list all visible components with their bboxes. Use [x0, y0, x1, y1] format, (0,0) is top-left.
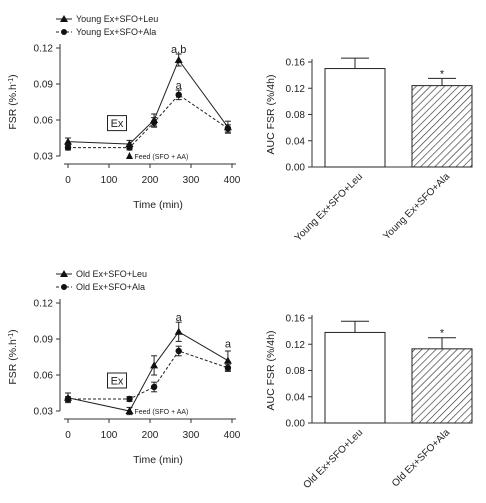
p0-x-tick-label-0: 0	[65, 175, 71, 186]
p2-series-1-point-1	[126, 395, 133, 403]
p0-series-1-line	[68, 94, 229, 149]
p2-legend-label-0: Old Ex+SFO+Leu	[76, 269, 147, 279]
p0-y-tick-label-2: 0.09	[34, 80, 54, 91]
p3-category-label-0: Old Ex+SFO+Leu	[302, 427, 366, 491]
p3-y-tick-label-0: 0.00	[286, 419, 306, 430]
p1-y-tick-label-2: 0.08	[286, 110, 306, 121]
p2-x-tick-label-4: 400	[224, 430, 241, 441]
p0-y-tick-label-0: 0.03	[34, 152, 54, 163]
p2-x-tick-label-1: 100	[101, 430, 118, 441]
p3-bar-label-1: *	[440, 328, 445, 340]
p3-y-tick-label-4: 0.16	[286, 314, 306, 325]
young-fsr-line-chart: 0.03 0.06 0.09 0.12 0 100 200 300 400 Time (min) F…	[7, 14, 241, 211]
p1-y-axis-label: AUC FSR (%/4h)	[265, 75, 277, 155]
p2-feed-arrow	[126, 407, 133, 414]
p1-bar-0	[324, 68, 386, 168]
p0-series-1-point-2	[150, 119, 158, 126]
p0-y-tick-label-1: 0.06	[34, 116, 54, 127]
p2-y-tick-label-3: 0.12	[34, 299, 54, 310]
p2-y-axis-label: FSR (%.h-1)	[7, 329, 19, 384]
p2-ex-box	[107, 372, 127, 389]
p0-x-tick-label-1: 100	[101, 175, 118, 186]
p1-category-label-1: Young Ex+SFO+Ala	[381, 171, 452, 242]
p2-point-label-0: a	[176, 312, 183, 324]
p2-x-tick-label-0: 0	[65, 430, 71, 441]
p1-bar-1	[411, 85, 473, 168]
p0-y-axis-label: FSR (%.h-1)	[7, 74, 19, 129]
p2-series-0-point-2	[150, 361, 159, 369]
p1-y-tick-label-1: 0.04	[286, 136, 306, 147]
p2-x-tick-label-2: 200	[142, 430, 159, 441]
p3-y-tick-label-2: 0.08	[286, 366, 306, 377]
p3-y-tick-label-1: 0.04	[286, 392, 306, 403]
p3-y-tick-label-3: 0.12	[286, 340, 306, 351]
p2-ex-label: Ex	[111, 376, 124, 388]
p2-series-1-point-2	[150, 383, 158, 391]
p1-y-tick-label-3: 0.12	[286, 84, 306, 95]
p2-series-1-point-4	[224, 364, 232, 371]
p2-y-tick-label-0: 0.03	[34, 407, 54, 418]
p1-category-label-0: Young Ex+SFO+Leu	[293, 171, 365, 243]
p0-y-tick-label-3: 0.12	[34, 44, 54, 55]
p0-series-1-point-3	[175, 91, 182, 99]
p3-category-label-1: Old Ex+SFO+Ala	[390, 427, 452, 489]
p0-legend-label-1: Young Ex+SFO+Ala	[76, 27, 156, 37]
p2-series-1-point-0	[64, 395, 72, 403]
p0-legend-marker-0	[60, 15, 68, 22]
p0-series-0-point-0	[64, 137, 72, 145]
p1-y-tick-label-4: 0.16	[286, 58, 306, 69]
p3-y-axis-label: AUC FSR (%/4h)	[265, 331, 277, 411]
p3-bar-0	[324, 331, 386, 424]
p1-bar-label-1: *	[440, 68, 445, 80]
p2-y-tick-label-2: 0.09	[34, 335, 54, 346]
p0-point-label-1: a	[176, 80, 183, 92]
p3-bar-1	[411, 348, 473, 424]
p0-series-1-point-0	[64, 144, 72, 151]
p0-series-0-line	[67, 58, 229, 145]
young-auc-bar-chart: 0.00 0.04 0.08 0.12 0.16 AUC FSR (%/4h) Young …	[265, 58, 473, 244]
old-auc-bar-chart: 0.00 0.04 0.08 0.12 0.16 AUC FSR (%/4h) Old Ex…	[265, 314, 473, 491]
p2-point-label-1: a	[225, 338, 232, 350]
p0-series-0-point-3	[174, 56, 183, 63]
p2-series-1-point-3	[175, 347, 182, 355]
p0-point-label-0: a,b	[171, 44, 186, 56]
p2-x-tick-label-3: 300	[183, 430, 200, 441]
p2-series-0-line	[67, 331, 229, 412]
p2-x-axis-label: Time (min)	[133, 454, 183, 466]
p2-legend-label-1: Old Ex+SFO+Ala	[76, 282, 145, 292]
p1-y-tick-label-0: 0.00	[286, 163, 306, 174]
p0-series-1-point-4	[224, 125, 232, 132]
p2-series-0-point-3	[174, 327, 183, 335]
p0-legend-marker-1	[61, 29, 67, 35]
p0-feed-label: Feed (SFO + AA)	[135, 154, 189, 161]
p0-ex-label: Ex	[111, 118, 124, 130]
p0-x-axis-label: Time (min)	[133, 199, 183, 211]
p2-legend-marker-1	[61, 284, 67, 290]
p2-series-1-line	[68, 350, 229, 400]
p0-legend-label-0: Young Ex+SFO+Leu	[76, 14, 158, 24]
p2-y-tick-label-1: 0.06	[34, 371, 54, 382]
p2-feed-label: Feed (SFO + AA)	[135, 409, 189, 416]
p0-series-1-point-1	[126, 144, 133, 151]
p0-x-tick-label-2: 200	[142, 175, 159, 186]
p0-x-tick-label-4: 400	[224, 175, 241, 186]
p2-series-0-point-4	[223, 356, 232, 364]
old-fsr-line-chart: 0.03 0.06 0.09 0.12 0 100 200 300 400 Time (min) F…	[7, 269, 241, 466]
p0-ex-box	[107, 115, 127, 132]
p0-x-tick-label-3: 300	[183, 175, 200, 186]
p0-feed-arrow	[126, 152, 133, 159]
p2-legend-marker-0	[60, 270, 68, 277]
